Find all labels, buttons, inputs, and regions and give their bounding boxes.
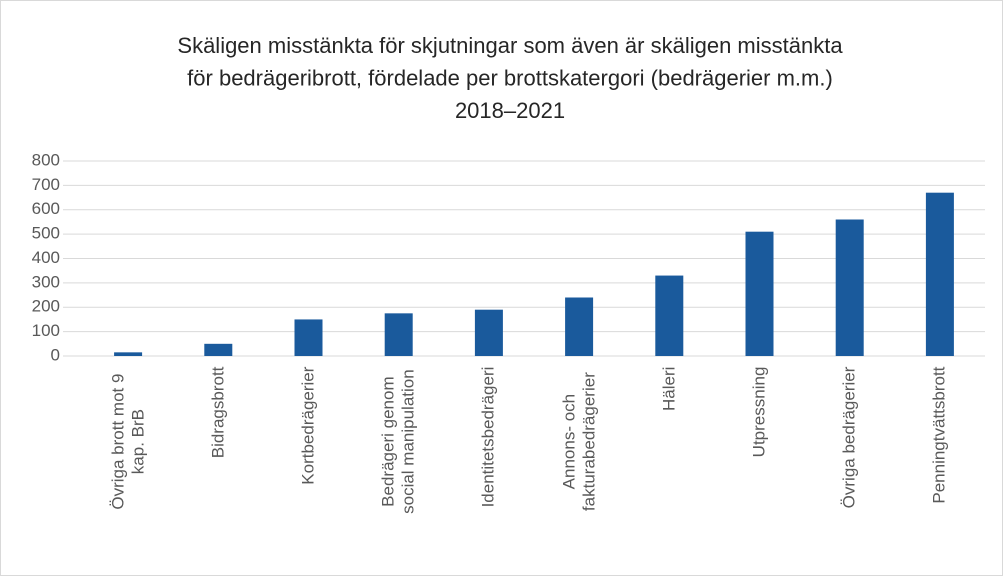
x-tick-label-box: Övriga bedrägerier [805,367,895,572]
bar [384,313,413,356]
chart-title: Skäligen misstänkta för skjutningar som … [177,33,843,58]
x-tick-label-box: Utpressning [714,367,804,572]
bar [114,352,143,356]
x-tick-label: Utpressning [749,366,769,458]
y-tick-label: 200 [32,297,60,316]
x-tick-label: Kortbedrägerier [298,366,318,486]
bar [745,231,774,356]
x-tick-label: Identitetsbedrägeri [478,366,498,508]
x-tick-label: Bedrägeri genom social manipulation [378,369,418,515]
x-tick-label: Penningtvättsbrott [929,366,949,505]
x-tick-label: Bidragsbrott [208,366,228,459]
y-tick-label: 600 [32,199,60,218]
x-tick-label: Övriga bedrägerier [839,366,859,509]
x-tick-label-box: Övriga brott mot 9 kap. BrB [83,367,173,572]
x-tick-label-box: Kortbedrägerier [263,367,353,572]
y-tick-label: 100 [32,321,60,340]
x-tick-label-box: Bidragsbrott [173,367,263,572]
chart-title: 2018–2021 [455,98,565,123]
x-tick-label-box: Annons- och fakturabedrägerier [534,367,624,572]
x-tick-label-box: Penningtvättsbrott [895,367,985,572]
x-tick-label-box: Häleri [624,367,714,572]
y-tick-label: 700 [32,175,60,194]
x-tick-label-box: Bedrägeri genom social manipulation [354,367,444,572]
bar [565,297,594,356]
y-tick-label: 300 [32,272,60,291]
bar [294,319,323,356]
chart-title: för bedrägeribrott, fördelade per brotts… [187,65,833,90]
bar [204,343,233,356]
bar [655,275,684,356]
y-tick-label: 400 [32,248,60,267]
bar [474,309,503,356]
x-tick-label-box: Identitetsbedrägeri [444,367,534,572]
y-tick-label: 800 [32,150,60,169]
y-tick-label: 0 [51,345,60,364]
x-tick-label: Övriga brott mot 9 kap. BrB [108,373,148,511]
x-tick-label: Häleri [659,366,679,412]
x-tick-label: Annons- och fakturabedrägerier [559,372,599,512]
bar [835,219,864,356]
y-tick-label: 500 [32,224,60,243]
bar [925,192,954,356]
